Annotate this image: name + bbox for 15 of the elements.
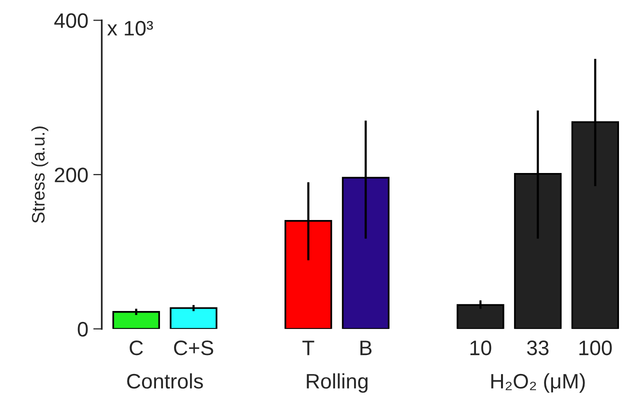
text: Controls xyxy=(127,373,203,389)
x-tick-label: 33 xyxy=(527,340,549,356)
text: Rolling xyxy=(306,373,368,393)
y-tick-label: 0 xyxy=(78,322,88,337)
y-axis-title: Stress (a.u.) xyxy=(31,126,48,223)
x-tick-label: C xyxy=(130,340,143,356)
x-tick-label: C+S xyxy=(174,340,214,356)
x-tick-label: 10 xyxy=(470,340,492,356)
annotation: x 10³ xyxy=(107,20,153,36)
x-tick-label: B xyxy=(360,340,372,356)
text: H₂O₂ (μM) xyxy=(491,373,585,393)
y-tick-label: 400 xyxy=(54,13,88,28)
x-tick-label: 100 xyxy=(579,340,612,356)
y-tick-label: 200 xyxy=(54,168,88,182)
x-tick-label: T xyxy=(302,340,314,356)
